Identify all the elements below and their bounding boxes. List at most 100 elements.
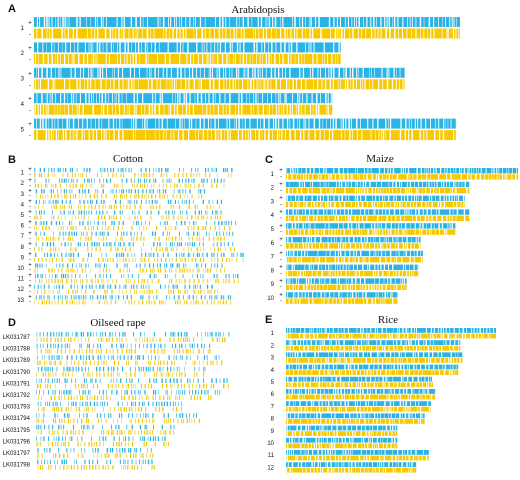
minus-strand-track-tick <box>151 465 153 470</box>
minus-strand-track-tick <box>168 441 170 447</box>
minus-strand-track-gap <box>349 243 351 249</box>
plus-strand-track-tick <box>120 343 122 349</box>
plus-strand-track-gap <box>354 17 355 27</box>
plus-strand-track-tick <box>123 295 124 300</box>
minus-strand-track-gap <box>377 358 379 363</box>
plus-strand-track-tick <box>127 459 129 465</box>
minus-strand-track-gap <box>329 28 331 39</box>
minus-strand-track-tick <box>46 236 48 241</box>
plus-strand-track-gap <box>339 264 341 270</box>
minus-strand-track-gap <box>332 345 334 351</box>
minus-strand-track-gap <box>344 243 346 249</box>
minus-strand-track-tick <box>109 257 111 262</box>
minus-strand-track-tick <box>37 268 38 273</box>
minus-strand-track-tick <box>55 383 56 389</box>
plus-strand-track-tick <box>221 221 223 226</box>
minus-strand-track-tick <box>154 372 155 377</box>
plus-strand-track-tick <box>167 252 169 257</box>
minus-strand-track-gap <box>402 201 403 208</box>
plus-strand-track-tick <box>189 189 191 194</box>
plus-strand-track-gap <box>289 328 291 333</box>
minus-strand-track-tick <box>179 268 181 273</box>
minus-strand-track-tick <box>58 289 60 294</box>
plus-strand-track-gap <box>351 209 353 215</box>
panel-d-title: Oilseed rape <box>90 317 145 329</box>
minus-strand-track-gap <box>145 53 147 64</box>
plus-strand-track-tick <box>148 401 150 407</box>
plus-strand-track-tick <box>54 274 56 279</box>
minus-strand-track-tick <box>129 279 131 284</box>
plus-strand-track-tick <box>111 390 113 395</box>
minus-strand-track-tick <box>61 418 63 424</box>
plus-strand-track-gap <box>179 17 180 27</box>
minus-strand-track-gap <box>347 419 349 424</box>
minus-strand-track-gap <box>363 270 365 277</box>
minus-strand-track-tick <box>207 289 209 294</box>
minus-strand-track-gap <box>369 382 371 388</box>
minus-strand-track-gap <box>304 406 306 412</box>
plus-strand-track-tick <box>45 178 47 183</box>
plus-strand-track-tick <box>166 366 169 372</box>
plus-strand-track-tick <box>58 355 60 360</box>
plus-strand-track-tick <box>82 355 84 360</box>
plus-strand-track-gap <box>303 340 305 345</box>
plus-strand-track-gap <box>91 93 93 104</box>
plus-strand-track-gap <box>359 181 361 188</box>
minus-strand-track-gap <box>455 188 457 194</box>
minus-strand-track <box>36 372 205 377</box>
plus-strand-track <box>34 42 341 53</box>
minus-strand-track-tick <box>157 360 159 366</box>
minus-strand-track-gap <box>372 419 374 424</box>
plus-strand-track-tick <box>228 332 230 337</box>
plus-strand-track-gap <box>76 17 78 27</box>
minus-strand-track-tick <box>44 360 45 366</box>
minus-strand-track-gap <box>319 345 322 351</box>
plus-strand-track-gap <box>175 118 176 129</box>
minus-strand-track-gap <box>249 53 251 64</box>
minus-strand-track-tick <box>37 395 39 400</box>
plus-strand-track-tick <box>92 378 93 383</box>
minus-strand-track-gap <box>496 174 498 180</box>
minus-strand-track-gap <box>415 345 418 351</box>
minus-strand-track-tick <box>138 173 139 178</box>
plus-strand-track-tick <box>173 366 175 372</box>
minus-strand-track-tick <box>196 247 199 252</box>
minus-strand-track-tick <box>34 247 35 252</box>
plus-strand-track-gap <box>374 67 375 78</box>
minus-strand-track-tick <box>191 418 193 424</box>
plus-strand-track-tick <box>66 295 68 300</box>
plus-strand-track <box>34 17 460 27</box>
plus-strand-track-tick <box>46 242 49 247</box>
minus-strand-track-tick <box>83 465 85 470</box>
plus-strand-track-tick <box>191 343 194 349</box>
minus-strand-track-gap <box>371 298 373 304</box>
plus-strand-track-tick <box>156 199 158 204</box>
minus-strand-track-gap <box>378 79 380 90</box>
minus-strand-track-tick <box>69 183 71 188</box>
minus-strand-track-tick <box>195 215 196 220</box>
minus-strand-track-gap <box>291 104 293 115</box>
plus-strand-track-tick <box>71 189 73 194</box>
minus-strand-track-gap <box>304 104 306 115</box>
minus-strand-track-gap <box>382 298 384 304</box>
plus-strand-track-gap <box>79 17 81 27</box>
minus-strand-track-gap <box>258 130 260 141</box>
plus-strand-track-gap <box>393 401 394 406</box>
minus-strand-track-tick <box>110 300 112 305</box>
plus-strand-track-tick <box>126 401 128 407</box>
plus-strand-track-tick <box>158 168 160 173</box>
plus-strand-track-gap <box>382 195 384 201</box>
minus-strand-track-tick <box>205 268 207 273</box>
plus-strand-track-gap <box>290 168 292 174</box>
plus-strand-track-gap <box>57 17 59 27</box>
minus-strand-track-gap <box>406 243 408 249</box>
minus-strand-track-tick <box>87 407 89 412</box>
plus-strand-track-gap <box>316 195 319 201</box>
plus-strand-track-gap <box>339 209 341 215</box>
plus-strand-track-gap <box>436 181 438 188</box>
plus-strand-track-gap <box>371 67 372 78</box>
plus-strand-track-tick <box>170 242 172 247</box>
minus-strand-track-tick <box>64 441 66 447</box>
minus-strand-track-gap <box>354 188 356 194</box>
minus-strand-track-tick <box>116 173 117 178</box>
